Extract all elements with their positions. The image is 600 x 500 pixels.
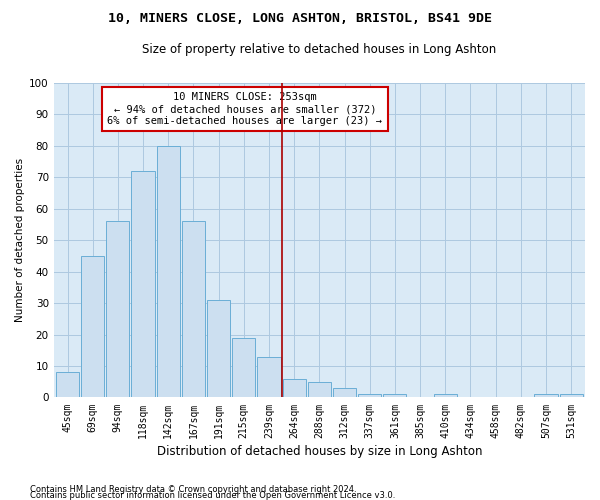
Bar: [157, 146, 180, 398]
Text: Contains HM Land Registry data © Crown copyright and database right 2024.: Contains HM Land Registry data © Crown c…: [30, 484, 356, 494]
Bar: [535, 394, 557, 398]
Bar: [182, 222, 205, 398]
Bar: [56, 372, 79, 398]
Bar: [257, 356, 281, 398]
Bar: [283, 378, 306, 398]
Bar: [560, 394, 583, 398]
Y-axis label: Number of detached properties: Number of detached properties: [15, 158, 25, 322]
Text: Contains public sector information licensed under the Open Government Licence v3: Contains public sector information licen…: [30, 490, 395, 500]
Title: Size of property relative to detached houses in Long Ashton: Size of property relative to detached ho…: [142, 42, 496, 56]
Bar: [308, 382, 331, 398]
Bar: [207, 300, 230, 398]
Bar: [232, 338, 256, 398]
Bar: [358, 394, 381, 398]
Bar: [434, 394, 457, 398]
X-axis label: Distribution of detached houses by size in Long Ashton: Distribution of detached houses by size …: [157, 444, 482, 458]
Bar: [383, 394, 406, 398]
Bar: [106, 222, 130, 398]
Bar: [131, 171, 155, 398]
Bar: [81, 256, 104, 398]
Bar: [333, 388, 356, 398]
Text: 10 MINERS CLOSE: 253sqm
← 94% of detached houses are smaller (372)
6% of semi-de: 10 MINERS CLOSE: 253sqm ← 94% of detache…: [107, 92, 382, 126]
Text: 10, MINERS CLOSE, LONG ASHTON, BRISTOL, BS41 9DE: 10, MINERS CLOSE, LONG ASHTON, BRISTOL, …: [108, 12, 492, 26]
